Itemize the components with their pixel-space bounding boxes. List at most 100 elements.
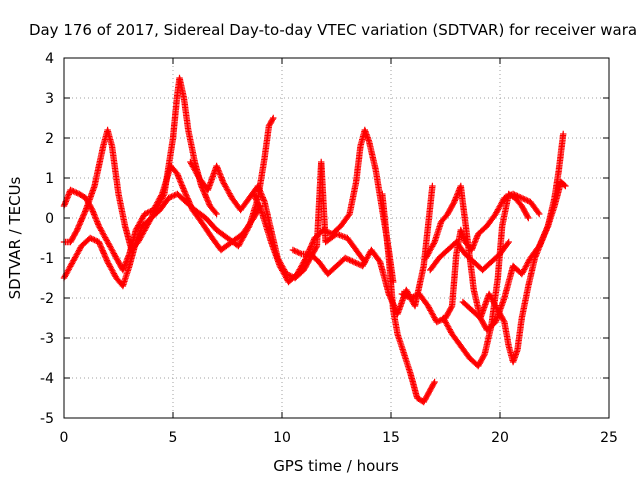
data-points	[60, 74, 569, 406]
data-point	[536, 210, 543, 218]
data-point-segment	[115, 190, 128, 228]
data-point-segment	[427, 256, 442, 274]
y-tick-labels: 4 3 2 1 0 -1 -2 -3 -4 -5	[40, 51, 54, 427]
data-point-segment	[254, 182, 268, 204]
data-point-segment	[475, 352, 488, 370]
data-point-segment	[459, 298, 474, 313]
axis-ticks	[63, 57, 610, 419]
data-point-segment	[501, 318, 512, 348]
data-point-segment	[132, 224, 146, 246]
x-tick-label: 25	[600, 430, 618, 446]
series-track-12	[427, 238, 512, 274]
y-tick-label: -2	[40, 291, 54, 307]
x-tick-label: 0	[60, 430, 69, 446]
data-point-segment	[479, 259, 494, 274]
data-point-segment	[366, 138, 379, 172]
data-point-segment	[494, 306, 507, 324]
data-point-segment	[551, 180, 564, 210]
data-point-segment	[557, 178, 568, 189]
data-point-segment	[235, 224, 252, 250]
data-point-segment	[485, 290, 501, 312]
y-tick-label: 3	[45, 91, 54, 107]
data-point-segment	[324, 263, 339, 278]
data-point-segment	[518, 194, 533, 205]
data-point-segment	[150, 192, 165, 214]
data-point-segment	[82, 194, 95, 212]
series-track-3	[60, 114, 277, 290]
data-point-segment	[518, 256, 533, 278]
data-point-segment	[91, 144, 107, 190]
plot-frame	[63, 57, 610, 419]
data-point-segment	[424, 302, 440, 324]
data-point-segment	[444, 200, 457, 218]
data-point-segment	[267, 238, 283, 268]
data-point-segment	[141, 207, 156, 218]
data-point-segment	[512, 194, 524, 208]
data-point-segment	[496, 240, 511, 258]
data-point-segment	[518, 202, 531, 220]
data-point-segment	[185, 126, 198, 164]
data-point-segment	[180, 94, 192, 132]
data-point-segment	[483, 212, 498, 230]
data-point-segment	[488, 251, 502, 266]
data-point-segment	[95, 222, 110, 244]
data-point-segment	[213, 226, 230, 241]
data-point-segment	[300, 256, 313, 274]
data-point-segment	[87, 234, 101, 245]
data-point-segment	[89, 206, 102, 228]
data-point-segment	[461, 250, 476, 265]
data-point-segment	[544, 204, 558, 230]
data-point-segment	[219, 178, 235, 200]
data-point-segment	[67, 228, 80, 246]
data-point-segment	[376, 258, 392, 296]
y-tick-label: -4	[40, 371, 54, 387]
series-track-2	[60, 162, 264, 274]
y-tick-label: 4	[45, 51, 54, 67]
data-point	[270, 114, 277, 122]
data-point-segment	[250, 190, 265, 216]
data-point-segment	[126, 240, 139, 270]
data-point-segment	[385, 254, 397, 312]
data-point-segment	[514, 316, 525, 354]
data-point-segment	[289, 246, 304, 257]
data-point-segment	[431, 220, 444, 246]
y-tick-label: -5	[40, 411, 54, 427]
data-point-segment	[237, 196, 252, 214]
data-point-segment	[492, 196, 507, 218]
data-point-segment	[420, 388, 433, 406]
data-point-segment	[453, 238, 468, 256]
data-point-segment	[342, 254, 356, 265]
data-point-segment	[67, 186, 81, 197]
data-point-segment	[294, 256, 309, 278]
data-point	[213, 210, 220, 218]
x-tick-label: 10	[273, 430, 291, 446]
data-point	[505, 238, 512, 246]
data-point-segment	[182, 198, 197, 213]
grid-lines	[64, 58, 609, 418]
x-tick-labels: 0 5 10 15 20 25	[60, 430, 618, 446]
data-point-segment	[531, 240, 544, 262]
series-track-6	[289, 182, 436, 318]
data-point	[562, 182, 569, 190]
data-point-segment	[394, 330, 407, 356]
data-point-segment	[499, 192, 512, 230]
y-tick-label: -3	[40, 331, 54, 347]
data-point-segment	[538, 224, 551, 246]
chart-title: Day 176 of 2017, Sidereal Day-to-day VTE…	[29, 21, 637, 39]
data-point-segment	[457, 342, 472, 360]
data-point-segment	[202, 214, 219, 232]
x-tick-label: 5	[169, 430, 178, 446]
data-point-segment	[261, 124, 272, 162]
data-point-segment	[505, 190, 518, 201]
data-point-segment	[187, 158, 202, 180]
data-point-segment	[119, 252, 132, 274]
y-tick-label: 2	[45, 131, 54, 147]
data-point-segment	[156, 196, 171, 214]
data-point-segment	[344, 234, 359, 252]
data-point-segment	[346, 180, 359, 218]
data-point-segment	[527, 198, 542, 216]
data-point	[560, 130, 567, 138]
data-point-segment	[104, 126, 115, 148]
data-point-segment	[191, 206, 208, 221]
